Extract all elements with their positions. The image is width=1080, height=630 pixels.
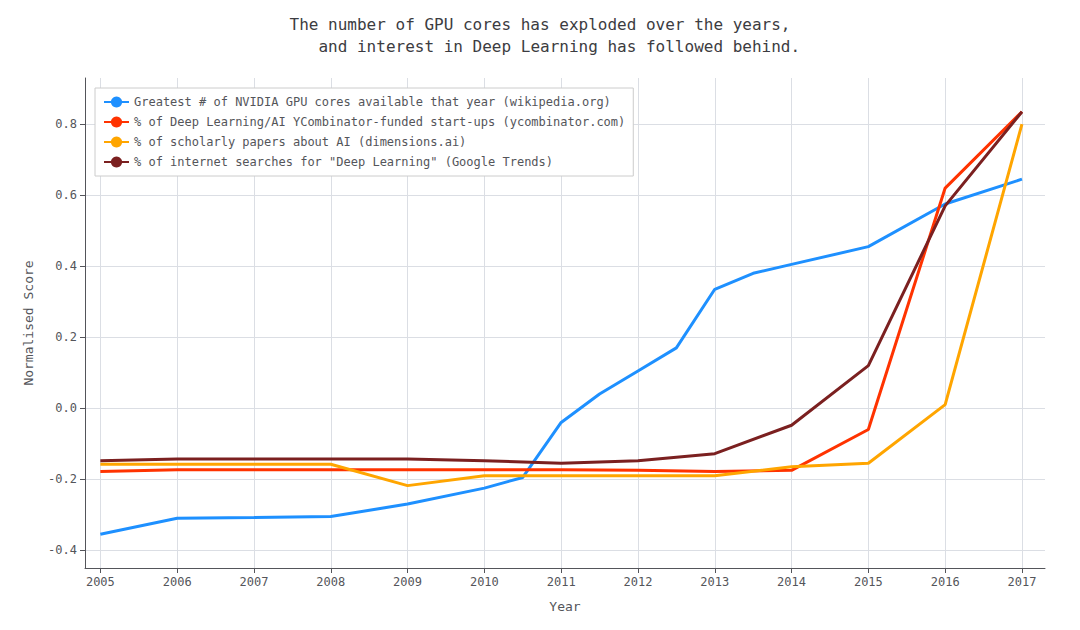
svg-text:and interest in Deep Learning: and interest in Deep Learning has follow… xyxy=(280,37,800,56)
svg-text:2015: 2015 xyxy=(854,575,883,589)
svg-text:2006: 2006 xyxy=(163,575,192,589)
svg-text:2017: 2017 xyxy=(1008,575,1037,589)
svg-text:2010: 2010 xyxy=(470,575,499,589)
svg-text:Greatest # of NVIDIA GPU cores: Greatest # of NVIDIA GPU cores available… xyxy=(134,95,611,109)
svg-text:2007: 2007 xyxy=(240,575,269,589)
svg-text:2009: 2009 xyxy=(393,575,422,589)
svg-text:0.0: 0.0 xyxy=(55,401,77,415)
svg-text:% of internet searches for "De: % of internet searches for "Deep Learnin… xyxy=(134,155,553,169)
svg-text:% of Deep Learning/AI YCombina: % of Deep Learning/AI YCombinator-funded… xyxy=(134,115,625,129)
svg-text:% of scholarly papers about AI: % of scholarly papers about AI (dimensio… xyxy=(134,135,466,149)
svg-text:2008: 2008 xyxy=(316,575,345,589)
svg-text:-0.2: -0.2 xyxy=(48,472,77,486)
svg-text:2005: 2005 xyxy=(86,575,115,589)
svg-text:2014: 2014 xyxy=(777,575,806,589)
svg-text:0.6: 0.6 xyxy=(55,188,77,202)
svg-text:0.2: 0.2 xyxy=(55,330,77,344)
svg-text:The number of GPU cores has ex: The number of GPU cores has exploded ove… xyxy=(290,15,791,34)
svg-text:Normalised Score: Normalised Score xyxy=(21,260,36,385)
svg-text:2016: 2016 xyxy=(931,575,960,589)
svg-text:0.4: 0.4 xyxy=(55,259,77,273)
svg-text:2012: 2012 xyxy=(624,575,653,589)
svg-text:-0.4: -0.4 xyxy=(48,543,77,557)
svg-text:2013: 2013 xyxy=(700,575,729,589)
svg-text:Year: Year xyxy=(549,599,580,614)
svg-text:0.8: 0.8 xyxy=(55,117,77,131)
svg-text:2011: 2011 xyxy=(547,575,576,589)
